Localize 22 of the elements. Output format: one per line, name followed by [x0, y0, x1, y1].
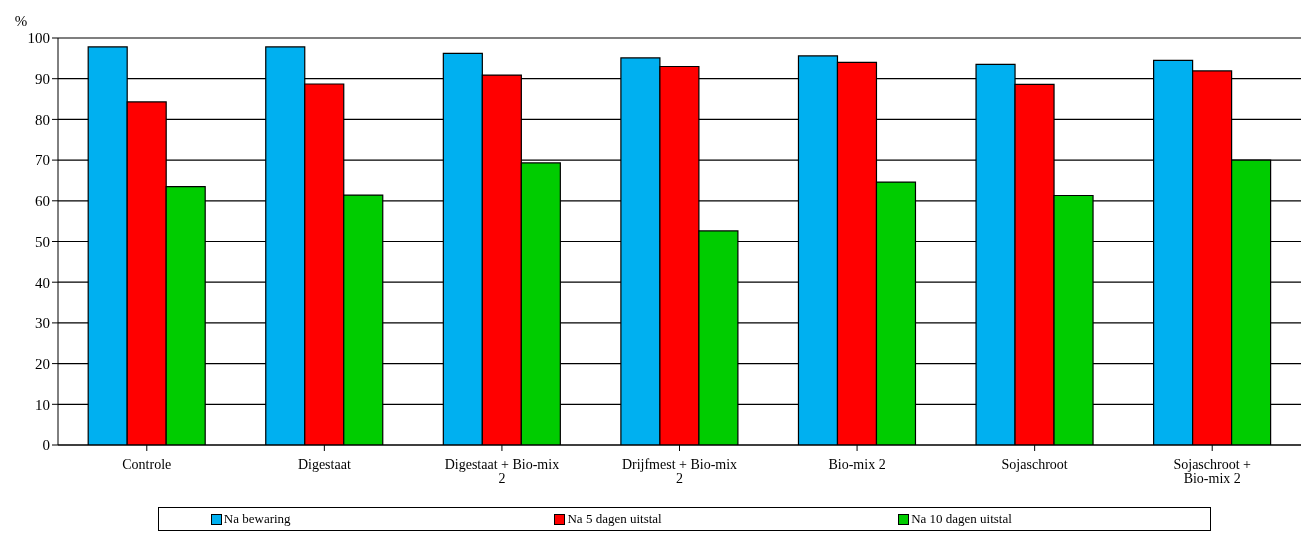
y-tick-label: 0	[42, 437, 50, 454]
y-tick-label: 50	[35, 233, 50, 250]
y-tick-label: 60	[35, 193, 50, 210]
y-tick-label: 20	[35, 355, 50, 372]
y-tick-label: 30	[35, 315, 50, 332]
legend-label: Na 10 dagen uitstal	[910, 511, 1013, 527]
y-tick-label: 40	[35, 274, 50, 291]
y-axis-title: %	[14, 13, 28, 29]
x-tick-label: Controle	[122, 456, 172, 472]
x-tick-label: Sojaschroot + Bio-mix 2	[1173, 456, 1252, 486]
x-tick-label: Sojaschroot	[1001, 456, 1068, 472]
y-tick-label: 70	[35, 152, 50, 169]
x-tick-label: Digestaat + Bio-mix 2	[444, 456, 560, 486]
y-tick-label: 10	[35, 396, 50, 413]
y-tick-label: 90	[35, 71, 50, 88]
y-tick-label: 80	[35, 111, 50, 128]
x-tick-label: Bio-mix 2	[828, 456, 886, 472]
legend-label: Na bewaring	[222, 511, 292, 527]
x-tick-label: Digestaat	[297, 456, 351, 472]
x-tick-label: Drijfmest + Bio-mix 2	[621, 456, 738, 486]
y-tick-label: 100	[27, 30, 50, 47]
legend-label: Na 5 dagen uitstal	[566, 511, 663, 527]
